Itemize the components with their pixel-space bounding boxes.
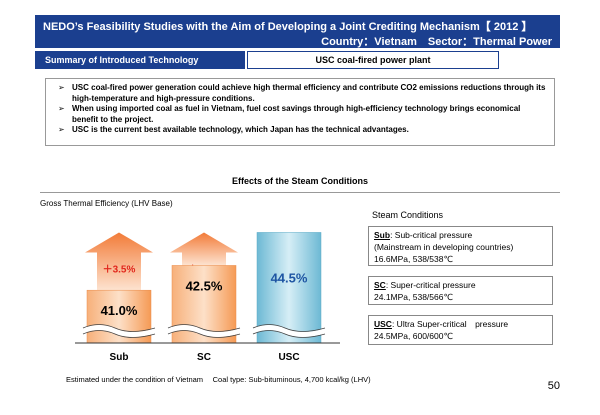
- axis-break: [81, 325, 156, 337]
- value-label: 44.5%: [271, 270, 308, 285]
- legend-value: 24.5MPa, 600/600℃: [374, 331, 454, 341]
- arrow-bullet-icon: ➢: [58, 83, 65, 92]
- value-label: 41.0%: [101, 303, 138, 318]
- improvement-arrow: [85, 232, 153, 291]
- legend-desc: : Super-critical pressure: [385, 280, 476, 290]
- page-title: NEDO’s Feasibility Studies with the Aim …: [43, 21, 533, 33]
- page-subtitle: Country：Vietnam Sector：Thermal Power: [321, 36, 552, 48]
- axis-break-line: [167, 324, 241, 332]
- legend-value: 24.1MPa, 538/566℃: [374, 292, 454, 302]
- legend-desc: : Ultra Super-critical pressure: [391, 319, 509, 329]
- axis-break: [251, 325, 326, 337]
- legend-key: USC: [374, 319, 392, 329]
- arrow-bullet-icon: ➢: [58, 104, 65, 113]
- y-axis-label: Gross Thermal Efficiency (LHV Base): [40, 199, 173, 208]
- page-number: 50: [547, 380, 560, 392]
- value-label: 42.5%: [186, 278, 223, 293]
- legend-desc: : Sub-critical pressure: [390, 230, 473, 240]
- list-item: ➢ USC coal-fired power generation could a…: [58, 83, 546, 104]
- legend-title: Steam Conditions: [372, 210, 444, 220]
- axis-break-line: [82, 330, 156, 338]
- list-item: ➢ When using imported coal as fuel in Vie…: [58, 104, 546, 125]
- axis-break-line: [167, 330, 241, 338]
- x-tick-label: SC: [197, 352, 211, 363]
- axis-break-line: [252, 324, 326, 332]
- legend-item-sc: SC: Super-critical pressure 24.1MPa, 538…: [368, 276, 553, 305]
- footnote: Estimated under the condition of Vietnam…: [66, 375, 371, 384]
- section-title: Effects of the Steam Conditions: [231, 176, 368, 186]
- summary-label: Summary of Introduced Technology: [35, 51, 245, 69]
- header-bar: NEDO’s Feasibility Studies with the Aim …: [35, 15, 560, 48]
- bullet-text: USC is the current best available techno…: [72, 125, 409, 134]
- x-tick-label: Sub: [110, 352, 129, 363]
- bullet-list: ➢ USC coal-fired power generation could a…: [45, 78, 555, 146]
- legend-value: 16.6MPa, 538/538℃: [374, 254, 454, 264]
- bullet-text: When using imported coal as fuel in Viet…: [72, 104, 521, 124]
- x-tick-label: USC: [278, 352, 299, 363]
- summary-bar: Summary of Introduced Technology USC coa…: [35, 51, 560, 69]
- arrow-bullet-icon: ➢: [58, 125, 65, 134]
- legend-item-sub: Sub: Sub-critical pressure (Mainstream i…: [368, 226, 553, 266]
- bullet-text: USC coal-fired power generation could ac…: [72, 83, 546, 103]
- improvement-arrow: [170, 232, 238, 266]
- axis-break-line: [252, 330, 326, 338]
- divider: [40, 192, 560, 193]
- list-item: ➢ USC is the current best available techn…: [58, 125, 546, 136]
- legend-note: (Mainstream in developing countries): [374, 242, 514, 252]
- legend-key: Sub: [374, 230, 391, 240]
- legend-key: SC: [374, 280, 386, 290]
- axis-break-line: [82, 324, 156, 332]
- improvement-label: ＋3.5%: [103, 263, 136, 275]
- axis-break: [166, 325, 241, 337]
- legend-item-usc: USC: Ultra Super-critical pressure 24.5M…: [368, 315, 553, 345]
- summary-value: USC coal-fired power plant: [247, 51, 499, 69]
